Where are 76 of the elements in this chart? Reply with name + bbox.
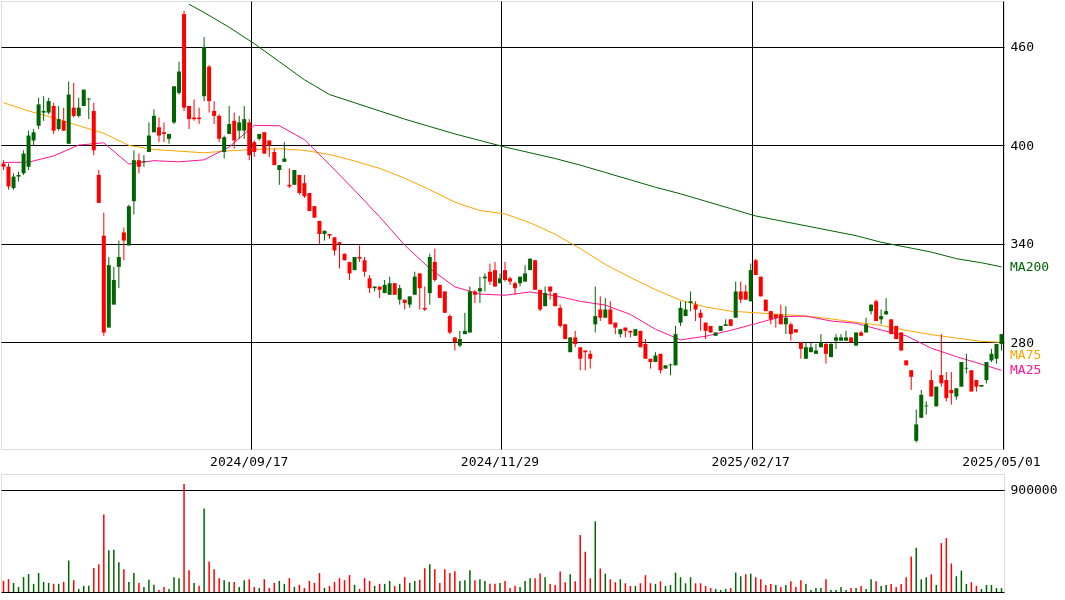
- candlestick: [6, 162, 11, 191]
- candlestick: [698, 309, 703, 332]
- y-tick-label: 340: [1010, 236, 1034, 252]
- candlestick: [262, 131, 267, 155]
- candlestick: [818, 333, 823, 348]
- candlestick: [578, 346, 583, 371]
- y-tick-label: 280: [1010, 334, 1034, 350]
- candlestick: [56, 105, 61, 132]
- x-tick-label: 2025/05/01: [962, 453, 1041, 469]
- y-tick-label: 900000: [1010, 482, 1058, 498]
- candlestick: [417, 272, 422, 311]
- candlestick: [783, 305, 788, 335]
- candlestick: [136, 153, 141, 174]
- series-label: MA75: [1010, 347, 1042, 363]
- candlestick: [603, 297, 608, 319]
- candlestick: [232, 112, 237, 150]
- candlestick: [798, 341, 803, 360]
- candlestick: [146, 121, 151, 153]
- candlestick: [503, 261, 508, 283]
- x-tick-label: 2025/02/17: [711, 453, 790, 469]
- candlestick: [141, 154, 146, 168]
- candlestick: [447, 313, 452, 335]
- candlestick: [477, 276, 482, 304]
- candlestick: [457, 330, 462, 348]
- candlestick: [693, 300, 698, 322]
- candlestick: [884, 297, 889, 315]
- candlestick: [227, 105, 232, 135]
- candlestick: [919, 389, 924, 419]
- candlestick: [472, 289, 477, 304]
- candlestick: [332, 236, 337, 256]
- candlestick: [116, 240, 121, 289]
- line-series: [188, 3, 1002, 268]
- x-tick-label: 2024/11/29: [460, 453, 540, 469]
- x-tick-label: 2024/09/17: [210, 453, 289, 469]
- candlestick: [412, 271, 417, 296]
- candlestick: [823, 341, 828, 365]
- candlestick: [397, 284, 402, 306]
- candlestick: [598, 295, 603, 322]
- candlestick: [362, 256, 367, 278]
- candlestick: [422, 286, 427, 312]
- candlestick: [984, 361, 989, 384]
- candlestick: [688, 290, 693, 312]
- candlestick: [432, 248, 437, 283]
- candlestick: [909, 369, 914, 391]
- candlestick: [497, 272, 502, 284]
- candlestick: [593, 286, 598, 333]
- candlestick: [337, 241, 342, 269]
- candlestick: [914, 409, 919, 443]
- candlestick: [161, 121, 166, 143]
- candlestick: [237, 115, 242, 140]
- y-tick-label: 400: [1010, 137, 1034, 153]
- candlestick: [813, 343, 818, 355]
- candlestick: [282, 141, 287, 163]
- candlestick: [71, 82, 76, 119]
- candlestick: [969, 369, 974, 393]
- series-label: MA200: [1010, 258, 1050, 274]
- candlestick: [61, 107, 66, 132]
- candlestick: [76, 97, 81, 119]
- candlestick: [367, 274, 372, 294]
- candlestick: [492, 261, 497, 288]
- candlestick: [121, 226, 126, 261]
- y-tick-label: 460: [1010, 39, 1034, 55]
- candlestick: [212, 100, 217, 125]
- candlestick: [222, 135, 227, 160]
- candlestick: [277, 164, 282, 186]
- candlestick: [513, 281, 518, 296]
- candlestick: [879, 309, 884, 325]
- candlestick: [387, 276, 392, 296]
- candlestick: [167, 133, 171, 145]
- candlestick: [452, 336, 457, 352]
- candlestick: [588, 350, 593, 370]
- candlestick: [217, 113, 222, 143]
- series-label: MA25: [1010, 362, 1042, 378]
- candlestick: [929, 369, 934, 397]
- line-series: [3, 124, 1002, 371]
- line-series: [3, 102, 1002, 343]
